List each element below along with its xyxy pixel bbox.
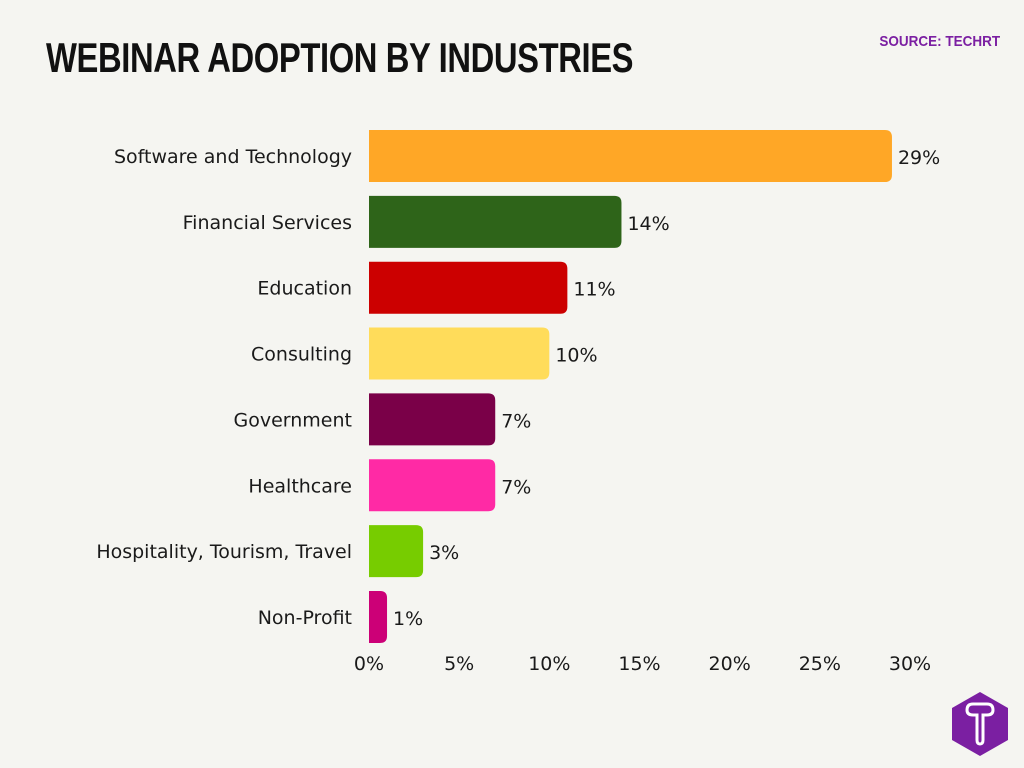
value-label: 10% <box>555 345 597 367</box>
bar-1 <box>369 195 622 248</box>
category-label: Healthcare <box>248 475 352 497</box>
chart-title: WEBINAR ADOPTION BY INDUSTRIES <box>46 34 634 81</box>
value-label: 11% <box>573 279 615 301</box>
category-label: Hospitality, Tourism, Travel <box>96 541 352 563</box>
x-tick-label: 10% <box>528 653 570 675</box>
bar-2 <box>369 261 568 314</box>
x-tick-label: 0% <box>354 653 384 675</box>
logo-hexagon <box>952 692 1008 756</box>
value-label: 1% <box>393 608 423 630</box>
value-label: 29% <box>898 147 940 169</box>
category-label: Financial Services <box>183 212 352 234</box>
x-tick-label: 5% <box>444 653 474 675</box>
x-tick-label: 30% <box>889 653 931 675</box>
x-tick-label: 15% <box>618 653 660 675</box>
category-label: Government <box>234 409 353 431</box>
bar-5 <box>369 459 496 512</box>
bar-6 <box>369 525 424 578</box>
logo-t-icon <box>965 702 995 746</box>
logo <box>952 692 1008 756</box>
x-tick-label: 25% <box>799 653 841 675</box>
bar-7 <box>369 590 388 643</box>
value-label: 7% <box>501 476 531 498</box>
x-tick-label: 20% <box>709 653 751 675</box>
category-label: Education <box>257 278 352 300</box>
category-label: Non-Profit <box>258 607 352 629</box>
category-label: Software and Technology <box>114 146 352 168</box>
category-label: Consulting <box>251 344 352 366</box>
bar-0 <box>369 130 892 182</box>
bar-4 <box>369 393 496 446</box>
source-label: SOURCE: TECHRT <box>879 33 1000 50</box>
value-label: 3% <box>429 542 459 564</box>
value-label: 7% <box>501 410 531 432</box>
value-label: 14% <box>627 213 669 235</box>
bar-3 <box>369 327 550 380</box>
